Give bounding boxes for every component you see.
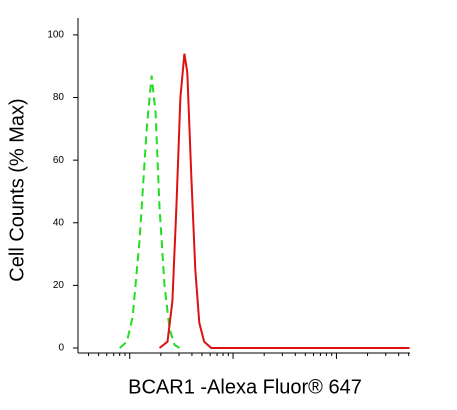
series-line: [158, 53, 410, 349]
x-axis-label: BCAR1 -Alexa Fluor® 647: [128, 376, 362, 398]
series-line: [119, 75, 181, 349]
y-axis-label: Cell Counts (% Max): [6, 98, 28, 281]
y-tick-label: 0: [58, 343, 64, 354]
y-tick-label: 20: [53, 280, 65, 291]
y-tick-label: 100: [47, 30, 64, 41]
y-tick-label: 60: [53, 155, 65, 166]
y-tick-label: 80: [53, 92, 65, 103]
y-tick-label: 40: [53, 217, 65, 228]
